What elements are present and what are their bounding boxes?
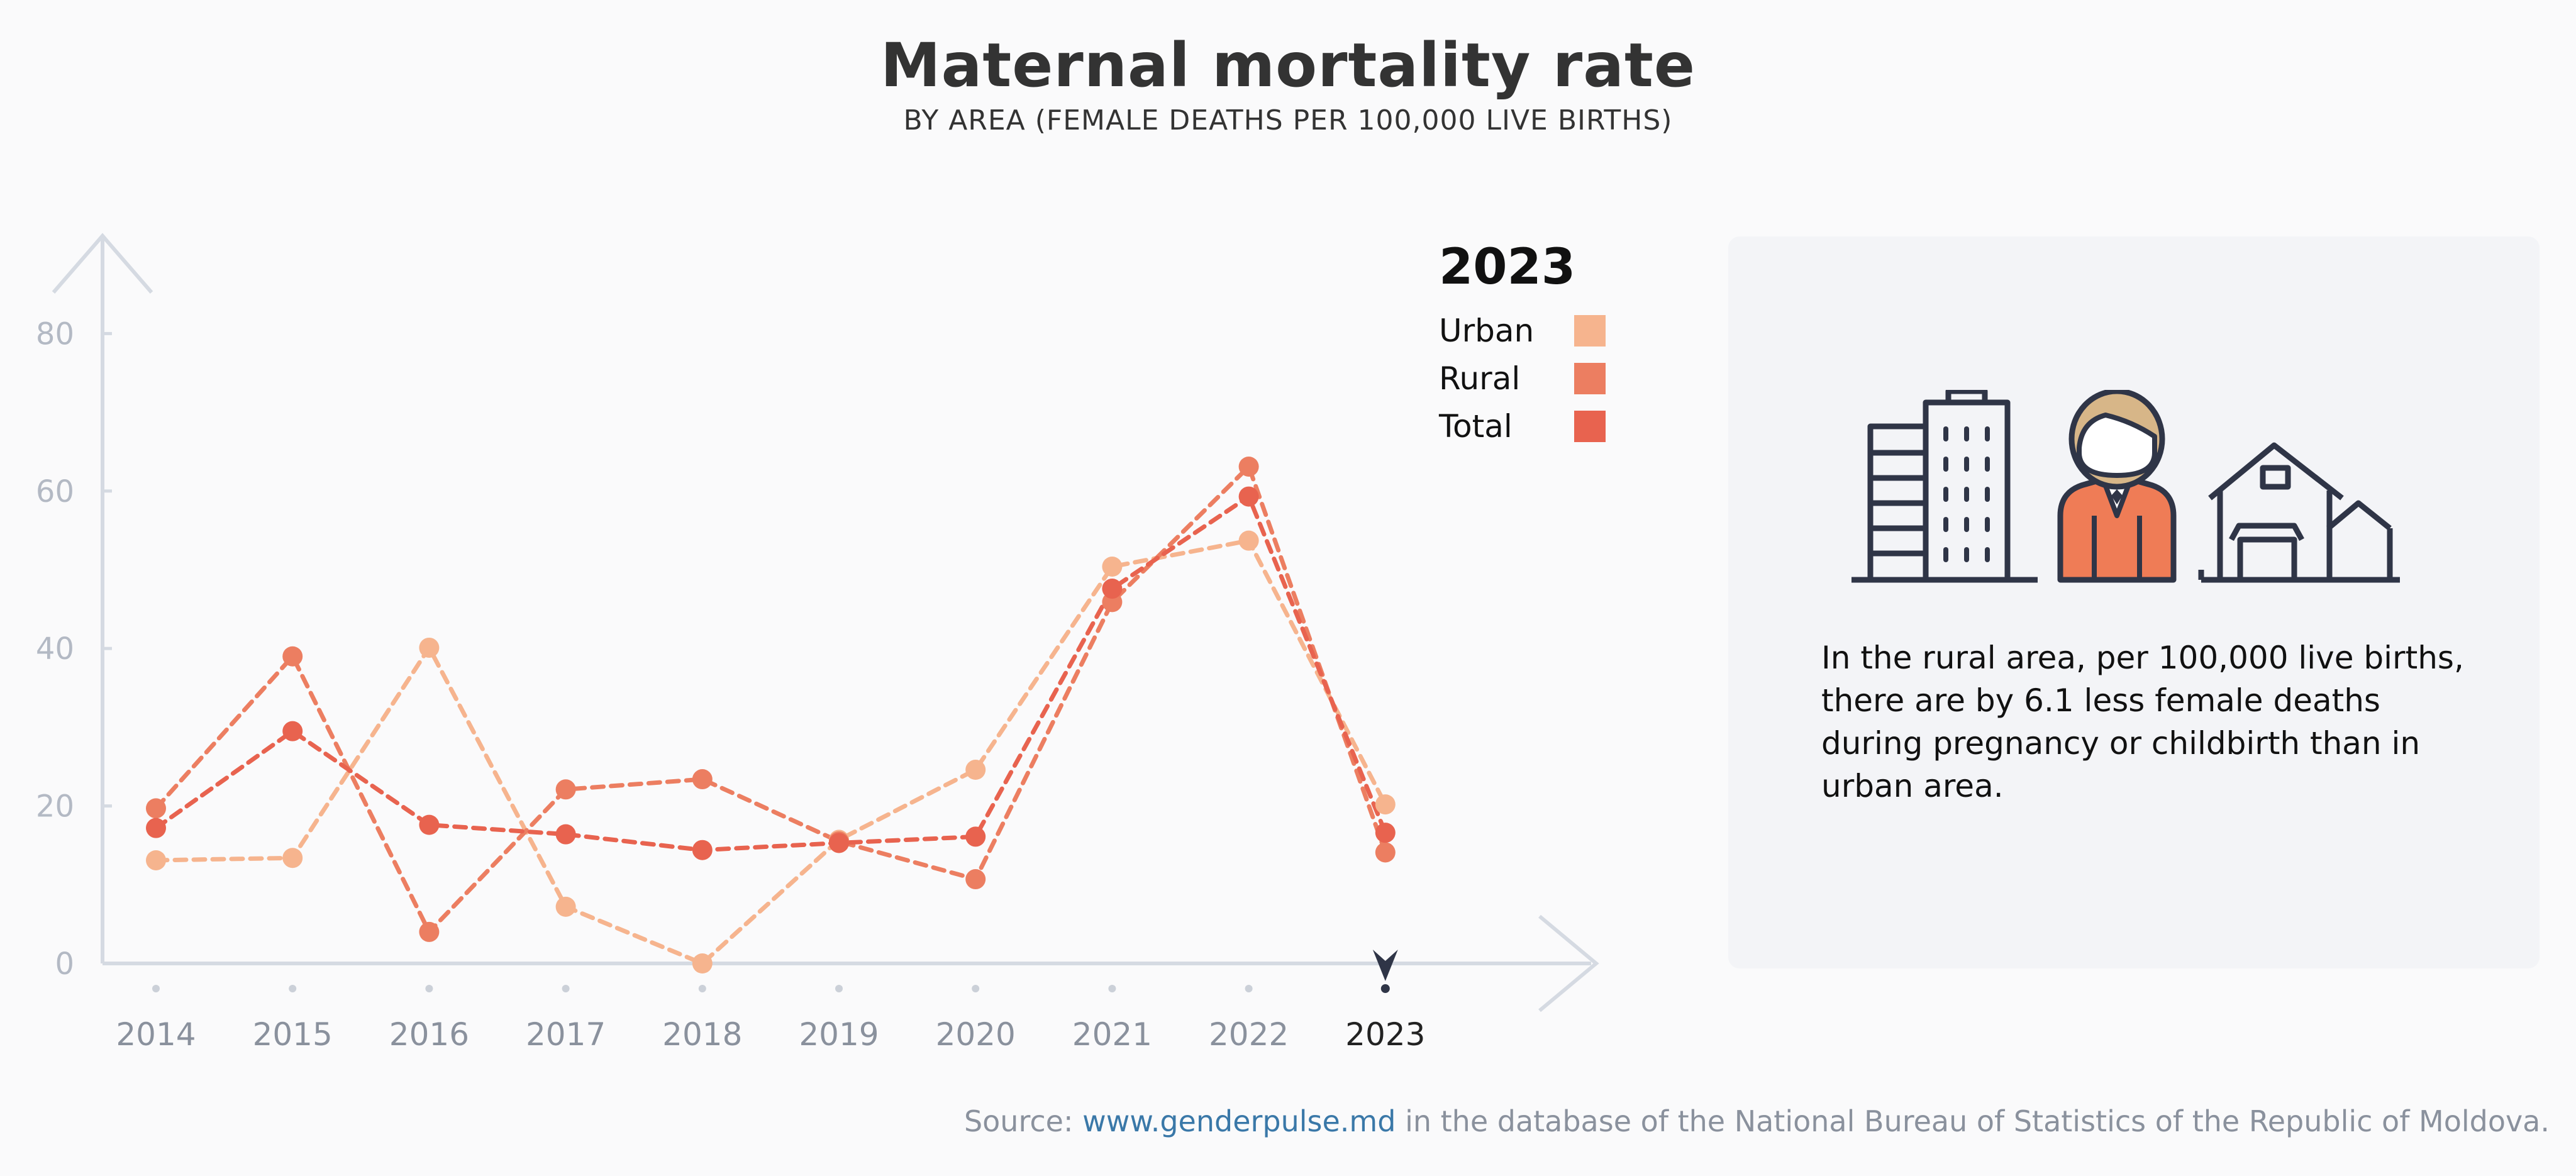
data-point-total[interactable] (692, 840, 713, 860)
source-link[interactable]: www.genderpulse.md (1082, 1104, 1396, 1138)
x-tick-label[interactable]: 2022 (1209, 1016, 1289, 1053)
data-point-urban[interactable] (146, 850, 166, 870)
village-houses-icon (2198, 442, 2400, 583)
x-tick-label[interactable]: 2015 (253, 1016, 333, 1053)
x-axis (103, 914, 1599, 1012)
x-tick-dot (698, 985, 706, 992)
x-tick-dot (835, 985, 843, 992)
x-tick-dot (1108, 985, 1116, 992)
y-tick-label: 60 (36, 474, 74, 509)
y-tick-label: 0 (55, 946, 74, 982)
legend-label: Total (1439, 408, 1513, 445)
source-suffix: in the database of the National Bureau o… (1396, 1104, 2550, 1138)
x-tick-dot (152, 985, 160, 992)
data-point-rural[interactable] (146, 798, 166, 819)
data-point-rural[interactable] (419, 921, 440, 942)
data-point-urban[interactable] (419, 637, 440, 658)
legend-item-rural[interactable]: Rural (1439, 355, 1606, 402)
source-note: Source: www.genderpulse.md in the databa… (964, 1104, 2550, 1138)
x-tick-dot (1380, 984, 1390, 993)
x-tick-dot (425, 985, 433, 992)
data-point-total[interactable] (1375, 823, 1396, 843)
y-tick-label: 20 (36, 789, 74, 824)
legend: 2023 Urban Rural Total (1439, 239, 1606, 450)
data-point-total[interactable] (1102, 579, 1123, 599)
data-point-urban[interactable] (282, 848, 303, 868)
person-icon (2057, 390, 2177, 583)
series-line-total (153, 493, 1388, 853)
source-prefix: Source: (963, 1104, 1083, 1138)
data-point-total[interactable] (1238, 486, 1259, 507)
data-point-urban[interactable] (1238, 530, 1259, 551)
data-point-total[interactable] (829, 833, 849, 853)
data-point-urban[interactable] (1375, 794, 1396, 815)
legend-item-urban[interactable]: Urban (1439, 307, 1606, 355)
selected-year-arrow-icon[interactable] (1372, 950, 1398, 981)
x-tick-label[interactable]: 2017 (526, 1016, 606, 1053)
x-tick-label[interactable]: 2016 (389, 1016, 469, 1053)
legend-swatch-total (1574, 411, 1606, 442)
data-point-rural[interactable] (965, 869, 986, 890)
y-axis (52, 233, 153, 963)
selected-year-marker[interactable] (1372, 950, 1398, 981)
page-title: Maternal mortality rate (880, 30, 1696, 101)
data-point-total[interactable] (965, 826, 986, 847)
series-line-urban (153, 538, 1388, 967)
legend-swatch-urban (1574, 315, 1606, 347)
series-line-rural (153, 462, 1388, 936)
info-panel: In the rural area, per 100,000 live birt… (1728, 236, 2540, 968)
data-point-urban[interactable] (555, 896, 576, 917)
x-tick-dot (289, 985, 297, 992)
data-point-rural[interactable] (1238, 456, 1259, 477)
legend-label: Urban (1439, 313, 1535, 349)
info-illustration (1852, 390, 2400, 583)
x-tick-label[interactable]: 2020 (936, 1016, 1016, 1053)
data-point-urban[interactable] (1102, 556, 1123, 577)
legend-label: Rural (1439, 360, 1521, 397)
x-tick-group: 2014 2015 2016 2017 2018 2019 2020 2021 2022 2023 (116, 984, 1425, 1053)
data-point-total[interactable] (146, 818, 166, 838)
x-tick-label[interactable]: 2019 (799, 1016, 879, 1053)
x-tick-label[interactable]: 2023 (1345, 1016, 1425, 1053)
x-tick-label[interactable]: 2021 (1072, 1016, 1152, 1053)
x-tick-dot (562, 985, 570, 992)
data-point-rural[interactable] (692, 769, 713, 790)
y-tick-label: 40 (36, 631, 74, 667)
data-point-total[interactable] (282, 721, 303, 741)
legend-item-total[interactable]: Total (1439, 402, 1606, 450)
series-lines (153, 462, 1388, 967)
info-text: In the rural area, per 100,000 live birt… (1821, 640, 2464, 804)
y-tick-group: 0 20 40 60 80 (36, 316, 112, 982)
city-buildings-icon (1852, 390, 2038, 583)
x-tick-dot (972, 985, 980, 992)
data-point-urban[interactable] (692, 953, 713, 974)
legend-year: 2023 (1439, 239, 1576, 296)
y-tick-label: 80 (36, 316, 74, 352)
data-point-total[interactable] (555, 824, 576, 845)
data-point-total[interactable] (419, 814, 440, 835)
data-point-rural[interactable] (555, 779, 576, 800)
x-tick-dot (1245, 985, 1253, 992)
data-point-rural[interactable] (1375, 842, 1396, 863)
data-point-rural[interactable] (282, 646, 303, 667)
x-tick-label[interactable]: 2014 (116, 1016, 196, 1053)
legend-swatch-rural (1574, 363, 1606, 394)
data-point-urban[interactable] (965, 760, 986, 780)
x-tick-label[interactable]: 2018 (662, 1016, 742, 1053)
series-points (146, 456, 1396, 974)
page-subtitle: BY AREA (FEMALE DEATHS PER 100,000 LIVE … (903, 104, 1673, 136)
